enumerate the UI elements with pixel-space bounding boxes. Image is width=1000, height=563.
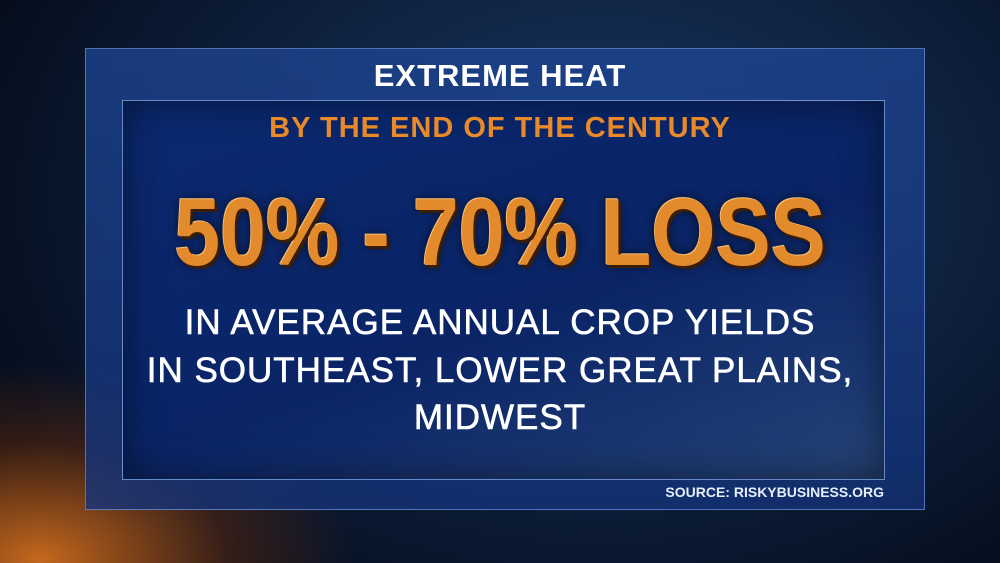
body-line: MIDWEST <box>413 398 587 438</box>
inner-panel <box>122 100 885 480</box>
headline: 50% - 70% LOSS <box>174 179 826 286</box>
body-line: IN SOUTHEAST, LOWER GREAT PLAINS, <box>146 351 854 391</box>
body-line: IN AVERAGE ANNUAL CROP YIELDS <box>184 303 816 343</box>
source: SOURCE: RISKYBUSINESS.ORG <box>665 484 884 500</box>
title: EXTREME HEAT <box>373 58 627 93</box>
subtitle: BY THE END OF THE CENTURY <box>269 112 731 144</box>
